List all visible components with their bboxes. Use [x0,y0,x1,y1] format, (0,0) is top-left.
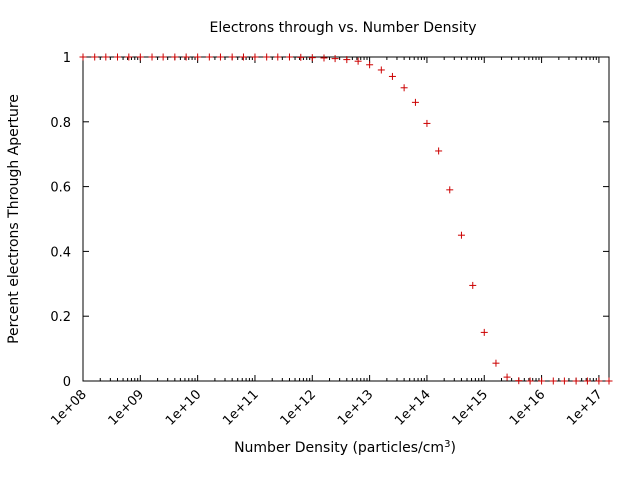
data-point [343,56,351,64]
data-point [560,377,568,385]
y-tick-label: 0 [63,375,71,390]
data-point [583,377,591,385]
data-point [102,53,110,61]
x-axis-title-main: Number Density (particles/cm [234,440,444,456]
data-point [251,53,259,61]
y-tick-label: 1 [63,51,71,66]
y-tick-label: 0.4 [50,245,71,260]
data-point [263,53,271,61]
data-point [605,377,613,385]
data-point [549,377,557,385]
data-point [216,53,224,61]
y-tick-label: 0.6 [50,181,71,196]
data-point [136,53,144,61]
data-point [297,53,305,61]
plot-area-border [82,56,610,382]
data-point [492,359,500,367]
data-point [595,377,603,385]
chart-title: Electrons through vs. Number Density [209,20,476,36]
x-axis-title-close: ) [450,440,455,456]
data-point [320,54,328,62]
data-point [194,53,202,61]
data-point [411,98,419,106]
data-point [469,281,477,289]
data-point [125,53,133,61]
x-axis-title: Number Density (particles/cm3) [234,439,456,456]
y-tick-label: 0.8 [50,116,71,131]
y-axis-title: Percent electrons Through Aperture [6,94,22,344]
data-point [446,186,454,194]
data-point [388,72,396,80]
data-point [526,377,534,385]
data-point [91,53,99,61]
data-point [285,53,293,61]
data-point [79,53,87,61]
data-point [114,53,122,61]
data-point [171,53,179,61]
data-point [366,61,374,69]
data-point [331,55,339,63]
data-point [205,53,213,61]
data-point [228,53,236,61]
data-point [148,53,156,61]
data-point [515,377,523,385]
x-axis-title-superscript: 3 [444,439,450,450]
data-point [239,53,247,61]
y-axis: 0 0.2 0.4 0.6 0.8 1 [50,51,609,390]
data-point [182,53,190,61]
data-series [79,53,613,385]
data-point [159,53,167,61]
data-point [274,53,282,61]
data-point [400,84,408,92]
data-point [538,377,546,385]
data-point [308,54,316,62]
data-point [480,328,488,336]
data-point [457,231,465,239]
data-point [435,147,443,155]
data-point [423,119,431,127]
data-point [503,373,511,381]
data-point [377,66,385,74]
data-point [354,57,362,65]
y-tick-label: 0.2 [50,310,71,325]
data-point [572,377,580,385]
plot-frame [82,56,610,382]
